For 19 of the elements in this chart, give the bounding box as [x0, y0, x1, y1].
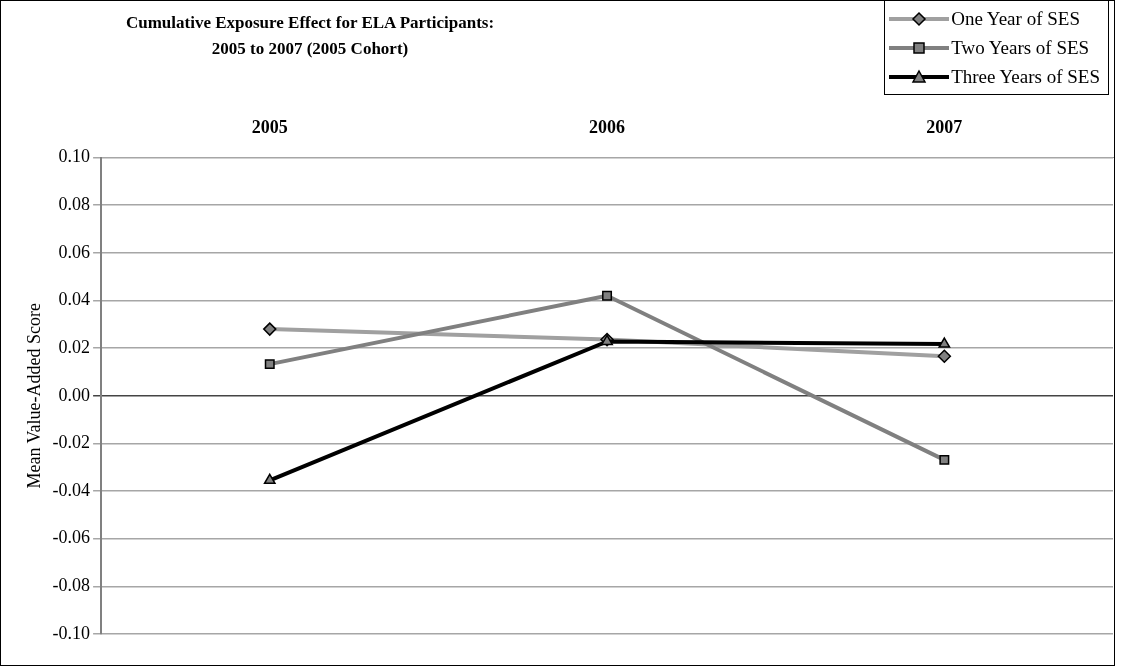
legend-label: Three Years of SES: [951, 65, 1100, 89]
y-tick-label: -0.08: [52, 575, 91, 596]
x-tick-label: 2006: [589, 117, 626, 138]
y-tick-label: -0.06: [52, 527, 91, 548]
legend-label: One Year of SES: [951, 7, 1080, 31]
x-tick-label: 2007: [926, 117, 963, 138]
x-tick-label: 2005: [251, 117, 288, 138]
y-tick-label: -0.02: [52, 432, 91, 453]
y-tick-label: -0.04: [52, 479, 91, 500]
y-axis-title: Mean Value-Added Score: [23, 302, 44, 489]
y-tick-label: -0.10: [52, 622, 91, 643]
y-tick-label: 0.08: [58, 193, 91, 214]
y-tick-label: 0.00: [58, 384, 91, 405]
y-tick-label: 0.06: [58, 241, 91, 262]
chart-title: Cumulative Exposure Effect for ELA Participants: 2005 to 2007 (2005 Cohort): [124, 12, 496, 60]
y-tick-label: 0.10: [58, 146, 91, 167]
legend-label: Two Years of SES: [951, 36, 1090, 60]
y-tick-label: 0.04: [58, 289, 91, 310]
y-tick-label: 0.02: [58, 336, 91, 357]
